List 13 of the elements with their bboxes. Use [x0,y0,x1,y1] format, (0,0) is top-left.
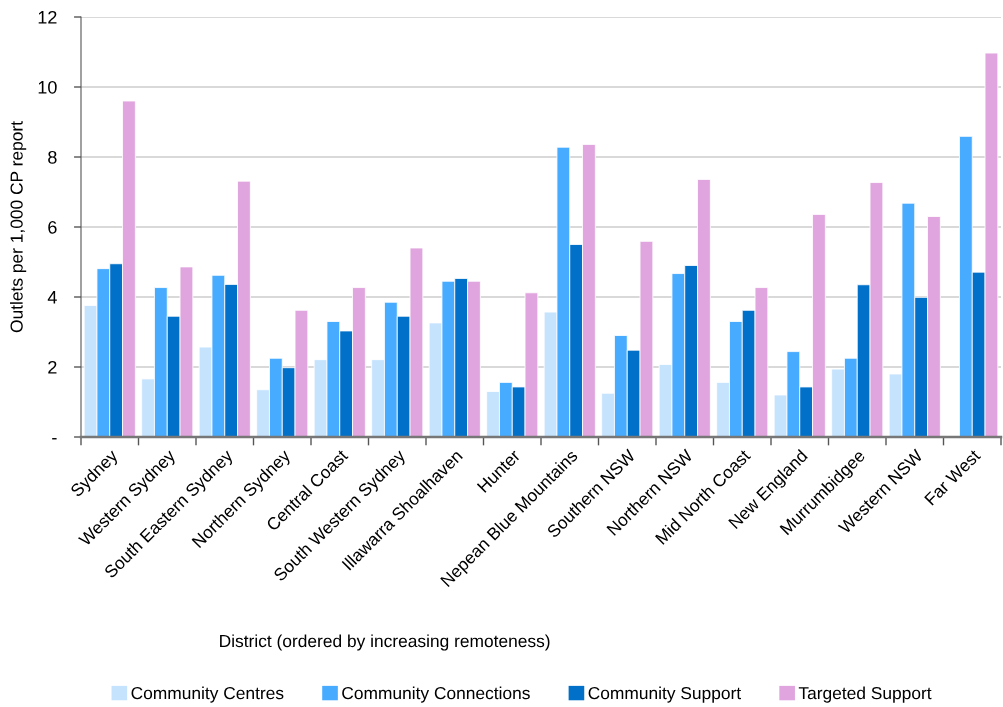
y-tick-label: 8 [48,150,57,164]
y-tick-label: - [52,438,57,440]
legend-label: Community Centres [131,686,284,703]
x-axis-title: District (ordered by increasing remoteness) [220,634,550,651]
y-tick-label: 6 [48,220,57,234]
legend-label: Targeted Support [798,686,932,703]
legend-label: Community Connections [342,686,530,703]
y-tick-label: 10 [38,80,57,94]
legend-label: Community Support [588,686,742,703]
y-tick-label: 4 [47,291,57,304]
y-tick-label: 12 [38,10,57,24]
y-tick-label: 2 [48,360,57,374]
y-axis-title: Outlets per 1,000 CP report [10,121,27,333]
